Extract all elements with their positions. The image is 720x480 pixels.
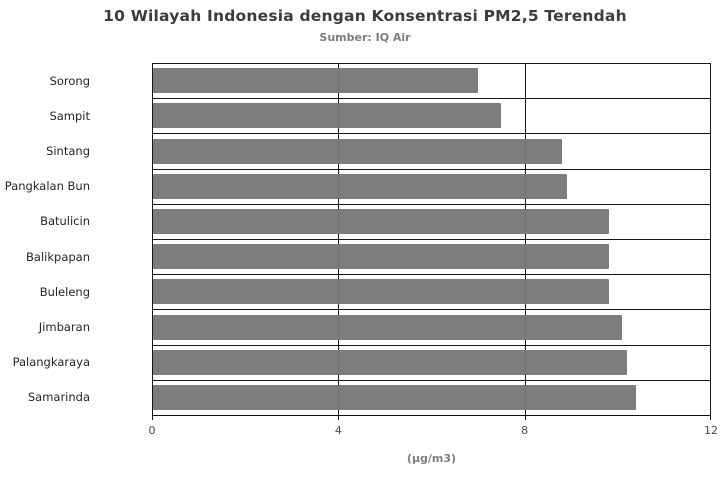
bar [153, 208, 609, 234]
grid-line-horizontal [152, 133, 711, 135]
bar [153, 173, 567, 199]
y-axis-label: Buleleng [39, 284, 90, 299]
bar [153, 68, 479, 94]
grid-line-horizontal [152, 203, 711, 205]
grid-line-horizontal [152, 309, 711, 311]
x-tick-mark [152, 415, 153, 420]
grid-line-horizontal [152, 274, 711, 276]
x-tick-mark [338, 415, 340, 420]
x-tick-label: 4 [334, 424, 342, 437]
x-axis-line [152, 414, 711, 416]
chart-subtitle: Sumber: IQ Air [319, 31, 411, 44]
y-axis-label: Sintang [46, 143, 90, 158]
grid-line-horizontal [152, 63, 711, 64]
grid-line-horizontal [152, 239, 711, 240]
grid-line-horizontal [152, 98, 711, 100]
y-axis-label: Jimbaran [38, 319, 90, 334]
y-axis-label: Batulicin [40, 214, 90, 229]
plot-area [152, 63, 711, 416]
bar [153, 244, 609, 270]
bar [153, 138, 562, 164]
y-axis-label: Samarinda [27, 390, 90, 405]
bar [153, 103, 502, 129]
y-axis-label: Pangkalan Bun [4, 179, 90, 194]
bar [153, 384, 637, 410]
x-tick-mark [710, 415, 711, 420]
y-axis-label: Palangkaraya [12, 355, 90, 370]
x-axis: 0 4 8 12 [149, 415, 718, 445]
y-axis-label: Sorong [49, 73, 90, 88]
y-axis-labels: Sorong Sampit Sintang Pangkalan Bun Batulici… [0, 63, 90, 415]
bar [153, 314, 623, 340]
bar [153, 279, 609, 305]
x-tick-mark [524, 415, 526, 420]
x-tick-label: 12 [704, 424, 718, 437]
grid-line-horizontal [152, 379, 711, 381]
chart-title: 10 Wilayah Indonesia dengan Konsentrasi … [103, 7, 627, 25]
grid-line-horizontal [152, 344, 711, 346]
x-tick-label: 0 [148, 424, 156, 437]
grid-line-horizontal [152, 168, 711, 170]
y-axis-label: Sampit [49, 108, 90, 123]
x-tick-label: 8 [521, 424, 529, 437]
x-axis-unit-label: (µg/m3) [406, 452, 457, 465]
bar [153, 349, 628, 375]
y-axis-label: Balikpapan [26, 249, 90, 264]
